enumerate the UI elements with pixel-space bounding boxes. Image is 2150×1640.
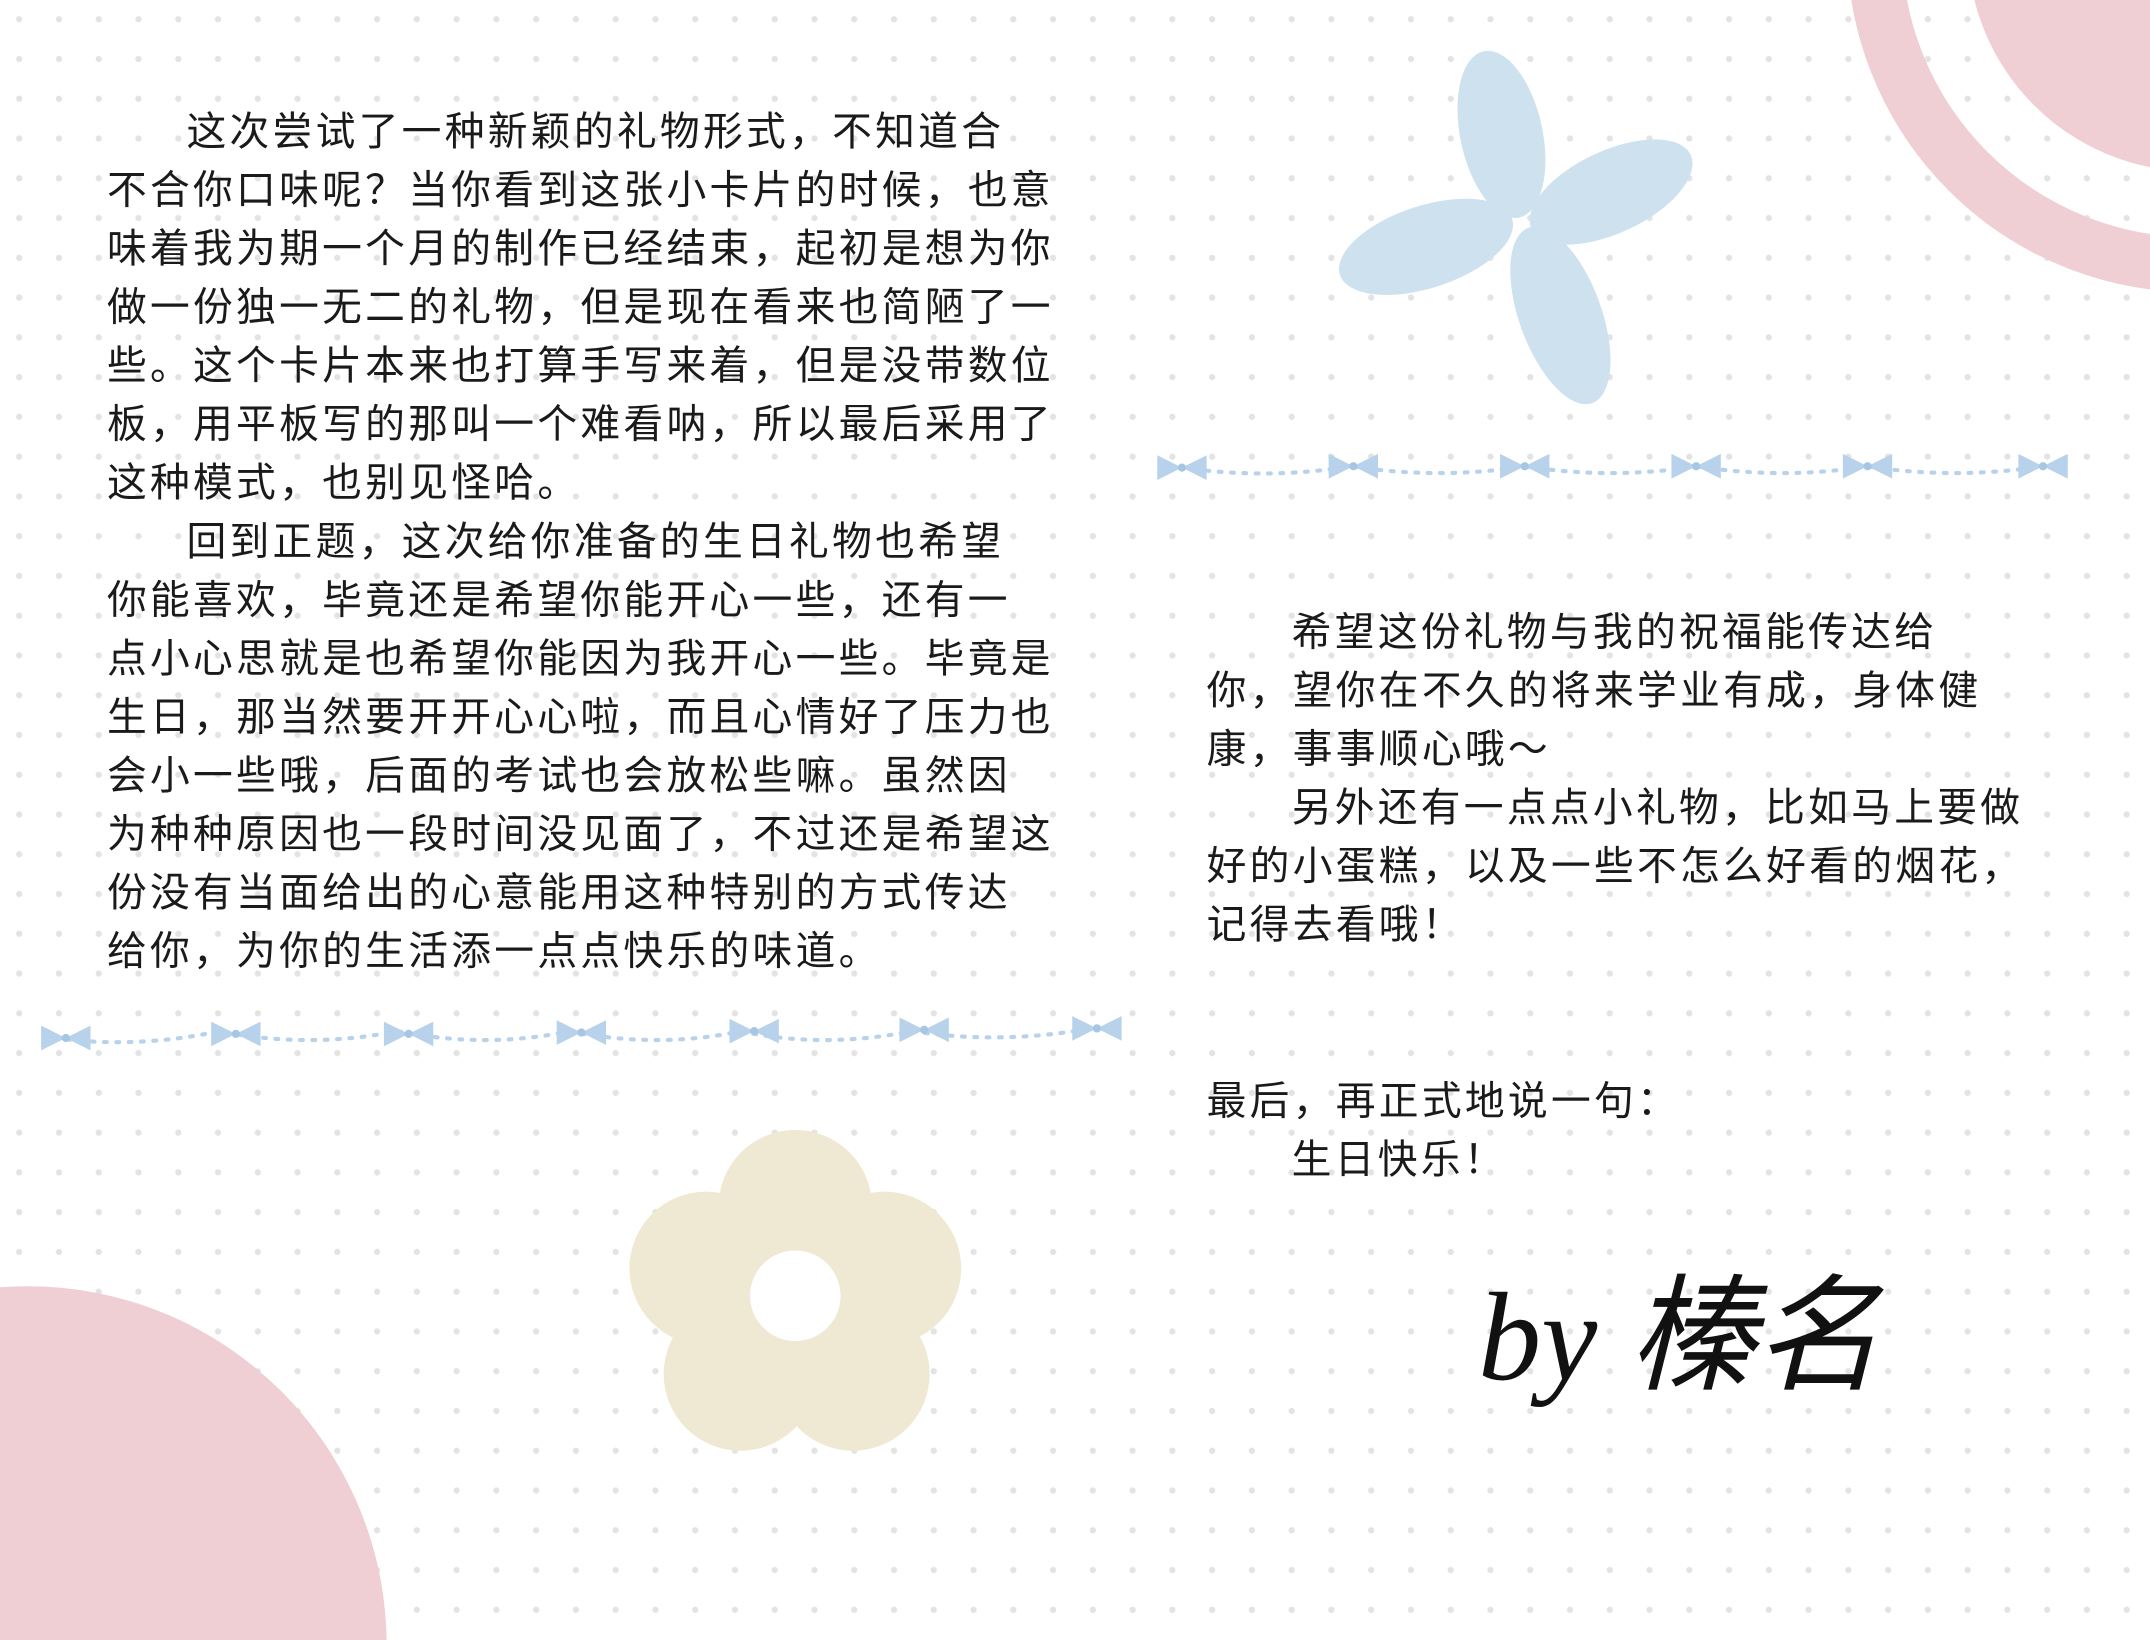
text-line: 份没有当面给出的心意能用这种特别的方式传达: [107, 870, 1011, 916]
text-line: 为种种原因也一段时间没见面了，不过还是希望这: [107, 812, 1054, 858]
text-line: 另外还有一点点小礼物，比如马上要做: [1292, 785, 2024, 831]
blue-flower: [1339, 50, 1693, 405]
text-line: 不合你口味呢？当你看到这张小卡片的时候，也意: [107, 167, 1054, 213]
text-line: 记得去看哦！: [1207, 902, 1465, 948]
text-line: 这次尝试了一种新颖的礼物形式，不知道合: [186, 109, 1004, 155]
closing-line: 生日快乐！: [1292, 1137, 1507, 1183]
text-line: 点小心思就是也希望你能因为我开心一些。毕竟是: [107, 636, 1054, 682]
beige-flower: [629, 1129, 962, 1451]
text-line: 味着我为期一个月的制作已经结束，起初是想为你: [107, 226, 1054, 272]
text-line: 希望这份礼物与我的祝福能传达给: [1292, 609, 1938, 655]
text-line: 会小一些哦，后面的考试也会放松些嘛。虽然因: [107, 753, 1011, 799]
text-line: 你能喜欢，毕竟还是希望你能开心一些，还有一: [107, 577, 1011, 623]
text-line: 些。这个卡片本来也打算手写来着，但是没带数位: [107, 343, 1054, 389]
ribbon-left: [41, 1016, 1122, 1051]
text-line: 板，用平板写的那叫一个难看呐，所以最后采用了: [107, 402, 1054, 448]
signature: by 榛名: [1478, 1269, 1884, 1408]
text-line: 好的小蛋糕，以及一些不怎么好看的烟花，: [1207, 844, 2025, 890]
text-line: 给你，为你的生活添一点点快乐的味道。: [107, 929, 882, 975]
text-line: 生日，那当然要开开心心啦，而且心情好了压力也: [107, 694, 1054, 740]
text-line: 回到正题，这次给你准备的生日礼物也希望: [186, 519, 1004, 565]
text-line: 这种模式，也别见怪哈。: [107, 460, 580, 506]
letter-text: 这次尝试了一种新颖的礼物形式，不知道合不合你口味呢？当你看到这张小卡片的时候，也…: [107, 109, 2025, 1408]
closing-line: 最后，再正式地说一句：: [1207, 1078, 1680, 1124]
text-line: 做一份独一无二的礼物，但是现在看来也简陋了一: [107, 285, 1054, 331]
text-line: 你，望你在不久的将来学业有成，身体健: [1207, 668, 1982, 714]
ribbon-right: [1157, 453, 2068, 480]
text-line: 康，事事顺心哦～: [1207, 726, 1551, 772]
